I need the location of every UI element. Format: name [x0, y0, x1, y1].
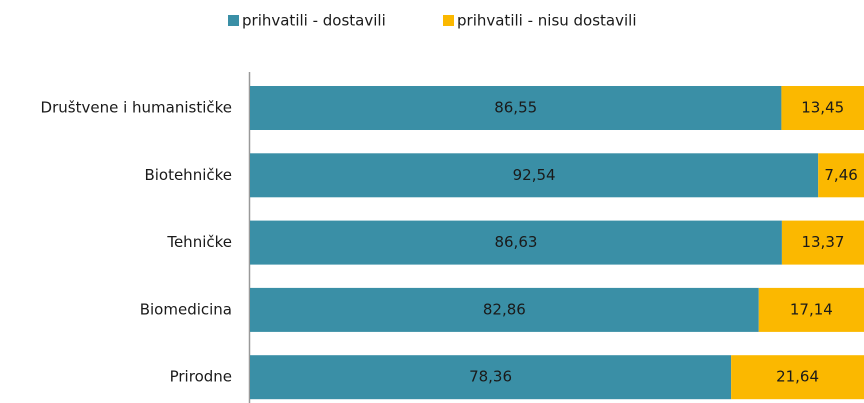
data-label: 17,14	[790, 300, 833, 318]
y-tick-label: Biomedicina	[140, 300, 232, 318]
bar-segment	[731, 355, 864, 400]
bar-segment	[250, 153, 819, 198]
legend-label: prihvatili - dostavili	[242, 12, 386, 30]
data-label: 82,86	[483, 300, 526, 318]
y-tick-label: Tehničke	[166, 233, 232, 251]
data-label: 13,37	[801, 233, 844, 251]
bar-segment	[250, 86, 782, 130]
bar-segment	[250, 287, 759, 332]
data-label: 78,36	[469, 368, 512, 386]
bar-segment	[781, 86, 864, 130]
bar-segment	[781, 220, 864, 265]
data-label: 7,46	[824, 166, 857, 184]
bar-segment	[250, 355, 732, 400]
bar-segment	[250, 220, 782, 265]
data-label: 86,55	[494, 99, 537, 117]
legend-label: prihvatili - nisu dostavili	[457, 12, 637, 30]
bar-segment	[818, 153, 864, 198]
bar-segment	[758, 287, 864, 332]
legend-swatch	[443, 15, 454, 26]
y-tick-label: Prirodne	[170, 368, 232, 386]
data-label: 86,63	[494, 233, 537, 251]
legend-swatch	[228, 15, 239, 26]
data-label: 21,64	[776, 368, 819, 386]
y-tick-label: Društvene i humanističke	[41, 99, 232, 117]
data-label: 92,54	[513, 166, 556, 184]
data-label: 13,45	[801, 99, 844, 117]
y-tick-label: Biotehničke	[144, 166, 232, 184]
